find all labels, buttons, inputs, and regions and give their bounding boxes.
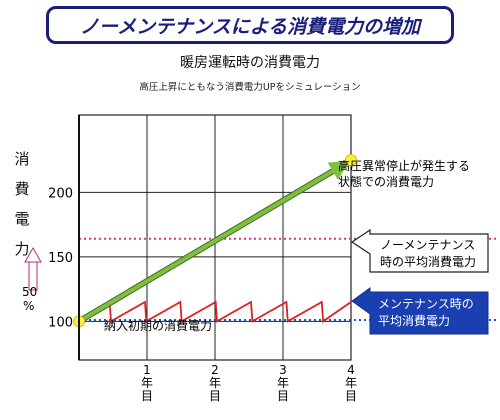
chart-banner-title: ノーメンテナンスによる消費電力の増加	[46, 6, 454, 44]
chart-title: 暖房運転時の消費電力	[180, 55, 320, 71]
annotation-high-pressure-line1: 高圧異常停止が発生する	[338, 158, 470, 173]
increase-arrow-icon	[24, 246, 42, 291]
y-axis-label-char: 電	[14, 210, 30, 228]
callout-maintenance: メンテナンス時の 平均消費電力	[351, 287, 489, 335]
series-sawtooth	[78, 300, 352, 323]
annotation-initial: 納入初期の消費電力	[104, 318, 212, 333]
series-trend-arrow	[77, 161, 350, 324]
x-tick-label: 年	[345, 376, 357, 390]
y-axis-label-char: 消	[14, 150, 30, 168]
annotation-high-pressure-line2: 状態での消費電力	[338, 174, 434, 189]
x-tick-label: 目	[277, 389, 289, 403]
increase-percent-label: 50	[22, 285, 37, 299]
y-tick-label: 100	[48, 315, 73, 330]
increase-percent-unit: %	[23, 299, 34, 313]
callout-no-maintenance-line2: 時の平均消費電力	[380, 254, 476, 269]
callout-maintenance-line1: メンテナンス時の	[378, 297, 474, 311]
callout-no-maintenance-line1: ノーメンテナンス	[380, 238, 475, 252]
x-tick-label: 2	[211, 363, 219, 377]
chart-subtitle: 高圧上昇にともなう消費電力UPをシミュレーション	[139, 82, 361, 93]
series-group	[73, 154, 357, 328]
x-tick-label: 目	[209, 389, 221, 403]
x-tick-label: 4	[347, 363, 355, 377]
y-axis-label-char: 費	[14, 180, 30, 198]
y-tick-label: 200	[48, 186, 73, 201]
y-tick-label: 150	[48, 251, 73, 266]
x-tick-label: 3	[279, 363, 287, 377]
x-tick-label: 年	[277, 376, 289, 390]
end-point-marker	[345, 154, 357, 167]
y-axis-label-char: 力	[14, 240, 30, 258]
x-tick-label: 目	[345, 389, 357, 403]
x-tick-label: 1	[143, 363, 151, 377]
callout-no-maintenance: ノーメンテナンス 時の平均消費電力	[350, 228, 489, 273]
callout-maintenance-line2: 平均消費電力	[378, 313, 450, 328]
x-tick-label: 年	[141, 376, 153, 390]
x-tick-label: 年	[209, 376, 221, 390]
x-tick-label: 目	[141, 389, 153, 403]
